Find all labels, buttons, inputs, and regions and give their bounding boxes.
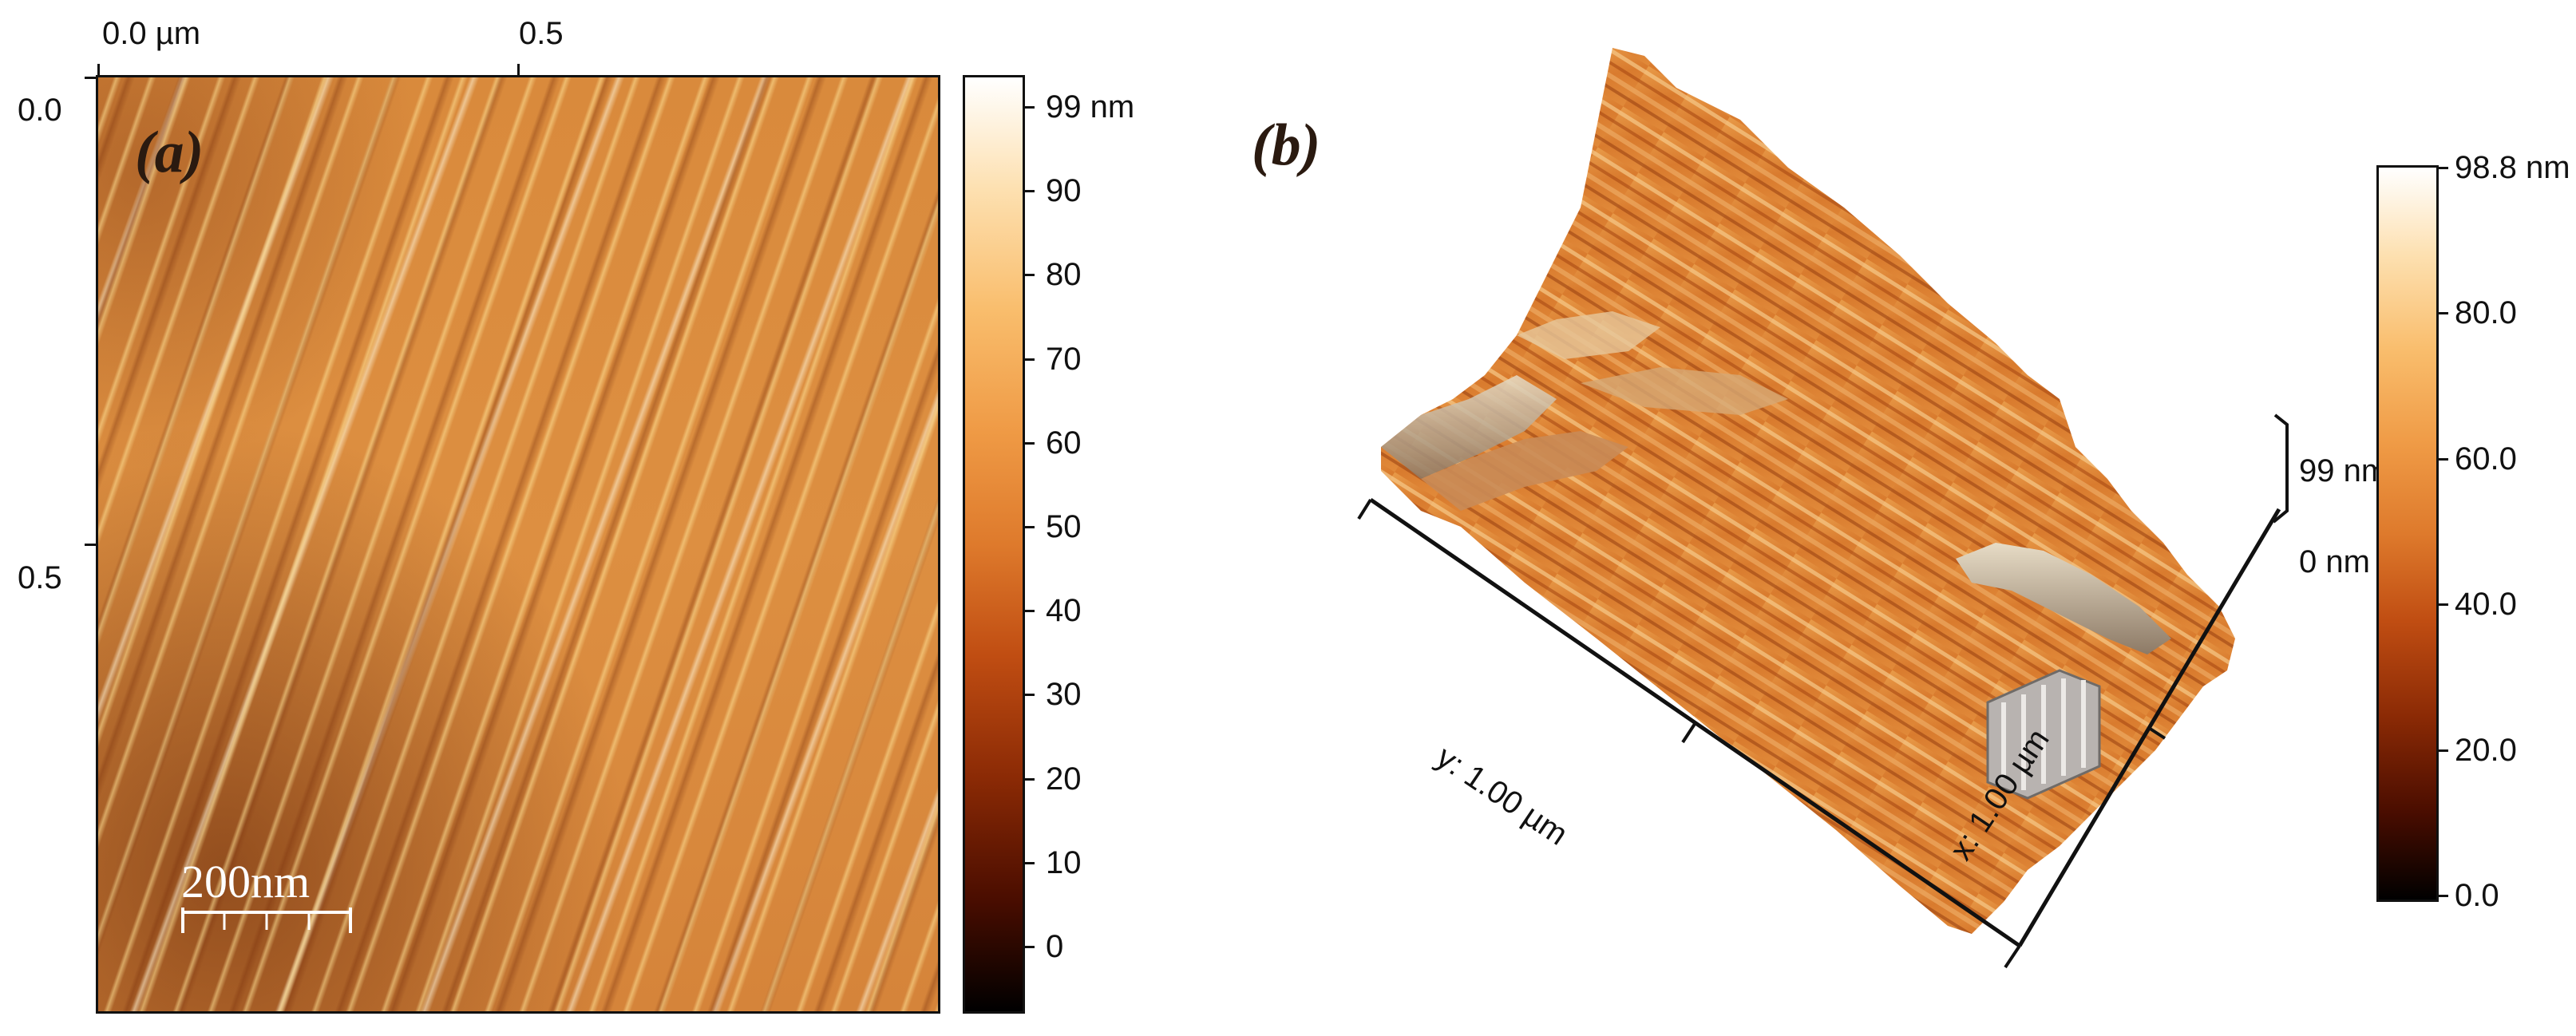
colorbar-a-tickmark <box>1023 861 1035 864</box>
scale-bar <box>181 907 352 933</box>
colorbar-b-ticklabel: 0.0 <box>2455 878 2499 913</box>
ridge-1 <box>1381 375 1557 479</box>
x-axis-end-tick <box>2004 944 2021 969</box>
colorbar-a-tickmark <box>1023 526 1035 528</box>
ridge-2 <box>1421 431 1628 511</box>
z-scale-bracket <box>2272 413 2289 524</box>
colorbar-a-ticklabel: 60 <box>1046 425 1082 461</box>
ridge-3 <box>1517 311 1660 359</box>
grey-block-pillars <box>2001 678 2086 790</box>
panel-a-x-tickmark-1 <box>517 64 520 77</box>
colorbar-a-tickmark <box>1023 358 1035 361</box>
colorbar-b-ticklabel: 60.0 <box>2455 441 2517 476</box>
colorbar-b-tickmark <box>2437 895 2448 897</box>
y-axis-mid-tick <box>1681 720 1698 744</box>
colorbar-a-tickmark <box>1023 694 1035 697</box>
colorbar-b-tickmark <box>2437 603 2448 607</box>
colorbar-a-ticklabel: 20 <box>1046 761 1082 797</box>
panel-a-label: (a) <box>135 120 204 185</box>
colorbar-b-ticklabel: 98.8 nm <box>2455 150 2570 185</box>
colorbar-a-ticklabel: 30 <box>1046 677 1082 713</box>
panel-a-y-tick-0: 0.0 <box>18 93 62 128</box>
y-axis-end-tick <box>1357 498 1372 520</box>
colorbar-a-tickmark <box>1023 274 1035 277</box>
colorbar-a-ticklabel: 0 <box>1046 929 1064 964</box>
grey-ridge <box>1956 543 2171 654</box>
colorbar-b-ticklabel: 20.0 <box>2455 732 2517 768</box>
colorbar-b-ticklabel: 40.0 <box>2455 587 2517 623</box>
panel-a: 0.0 µm 0.5 0.0 0.5 (a) 200nm 99 nm 90 80 70… <box>0 0 1181 1036</box>
panel-a-y-tickmark-1 <box>85 544 97 546</box>
colorbar-a-ticklabel: 10 <box>1046 844 1082 880</box>
panel-b-label: (b) <box>1252 113 1321 178</box>
panel-a-x-tick-0: 0.0 µm <box>102 16 201 51</box>
afm-height-map: (a) 200nm <box>96 75 940 1014</box>
panel-b: (b) <box>1181 0 2576 1036</box>
z-axis-bottom-label: 0 nm <box>2299 544 2370 579</box>
colorbar-a-tickmark <box>1023 777 1035 781</box>
colorbar-a-tickmark <box>1023 946 1035 948</box>
colorbar-a-tickmark <box>1023 441 1035 445</box>
x-axis-mid-tick <box>2147 726 2166 740</box>
colorbar-a <box>963 75 1025 1014</box>
colorbar-b-ticklabel: 80.0 <box>2455 295 2517 331</box>
colorbar-b-tickmark <box>2437 167 2448 169</box>
colorbar-a-tickmark <box>1023 106 1035 109</box>
colorbar-b-tickmark <box>2437 749 2448 752</box>
colorbar-a-ticklabel: 80 <box>1046 257 1082 293</box>
colorbar-b <box>2376 165 2439 902</box>
colorbar-a-tickmark <box>1023 610 1035 613</box>
panel-a-x-tick-1: 0.5 <box>519 16 564 51</box>
colorbar-a-ticklabel: 40 <box>1046 593 1082 629</box>
colorbar-a-ticklabel: 70 <box>1046 341 1082 377</box>
scale-bar-label: 200nm <box>181 856 311 907</box>
panel-a-y-tick-1: 0.5 <box>18 560 62 595</box>
colorbar-b-tickmark <box>2437 312 2448 315</box>
z-axis-top-label: 99 nm <box>2299 453 2388 488</box>
colorbar-a-ticklabel: 90 <box>1046 173 1082 209</box>
colorbar-a-ticklabel: 50 <box>1046 509 1082 544</box>
afm-3d-surface <box>1357 48 2289 969</box>
colorbar-a-ticklabel: 99 nm <box>1046 89 1135 125</box>
panel-a-y-tickmark-0 <box>85 77 97 79</box>
colorbar-a-tickmark <box>1023 190 1035 193</box>
panel-a-x-tickmark-0 <box>97 64 100 77</box>
ridge-4 <box>1581 367 1788 415</box>
colorbar-b-tickmark <box>2437 457 2448 461</box>
